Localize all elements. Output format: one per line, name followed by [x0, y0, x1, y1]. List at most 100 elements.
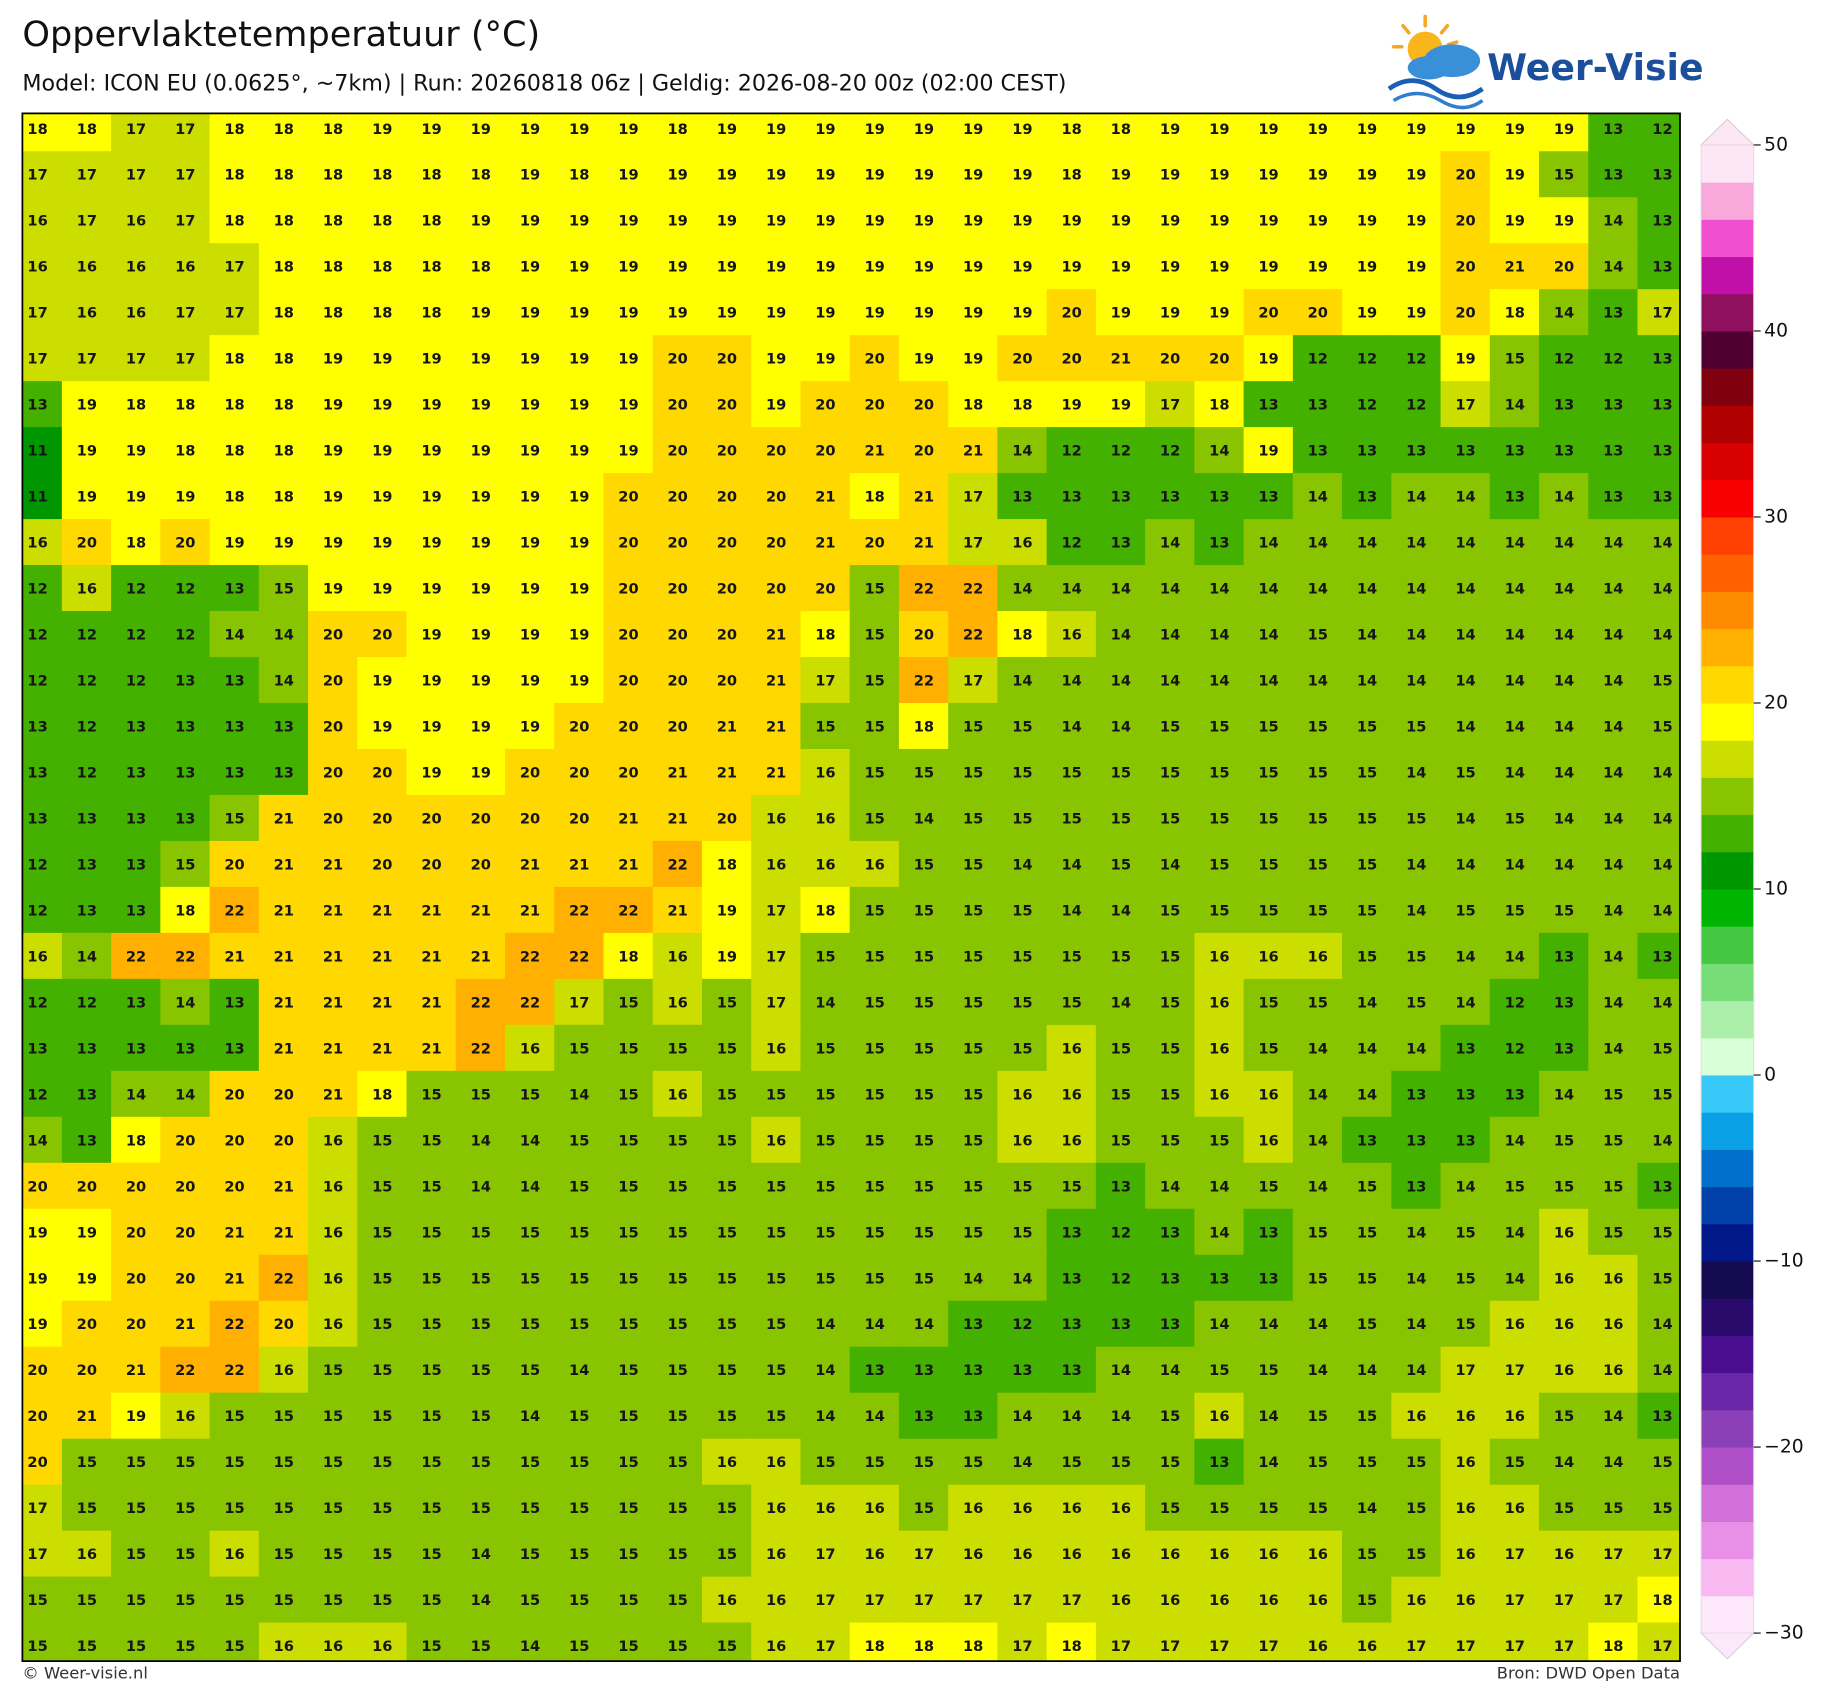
temperature-label: 20 [1455, 167, 1475, 184]
temperature-cell [751, 197, 802, 244]
temperature-label: 15 [1111, 810, 1131, 827]
temperature-label: 14 [1357, 1500, 1377, 1517]
temperature-label: 13 [1603, 167, 1623, 184]
temperature-label: 15 [618, 1500, 638, 1517]
temperature-cell [1440, 427, 1491, 474]
temperature-label: 19 [471, 351, 491, 368]
temperature-label: 14 [914, 810, 934, 827]
temperature-label: 13 [1160, 489, 1180, 506]
temperature-cell [1539, 113, 1589, 152]
temperature-label: 15 [1160, 1132, 1180, 1149]
colorbar-band [1701, 628, 1754, 667]
temperature-cell [603, 473, 654, 520]
temperature-label: 17 [815, 1546, 835, 1563]
temperature-cell [701, 473, 752, 520]
temperature-label: 20 [1455, 213, 1475, 230]
temperature-label: 15 [1258, 1362, 1278, 1379]
temperature-label: 21 [224, 1270, 244, 1287]
temperature-label: 15 [668, 1362, 688, 1379]
temperature-label: 15 [421, 1178, 441, 1195]
temperature-label: 20 [224, 1086, 244, 1103]
temperature-label: 14 [1012, 1270, 1032, 1287]
temperature-label: 21 [815, 489, 835, 506]
temperature-cell [357, 519, 408, 566]
temperature-label: 21 [274, 810, 294, 827]
temperature-cell [1194, 611, 1245, 658]
temperature-cell [1342, 381, 1393, 428]
temperature-label: 15 [864, 1178, 884, 1195]
temperature-label: 16 [1406, 1408, 1426, 1425]
temperature-cell [505, 113, 555, 152]
temperature-label: 16 [274, 1638, 294, 1655]
temperature-label: 13 [1455, 1132, 1475, 1149]
colorbar-band [1701, 442, 1754, 481]
temperature-label: 17 [963, 489, 983, 506]
temperature-label: 19 [766, 351, 786, 368]
temperature-label: 21 [766, 627, 786, 644]
temperature-cell [898, 289, 949, 336]
temperature-label: 19 [864, 121, 884, 138]
temperature-label: 17 [1160, 1638, 1180, 1655]
temperature-label: 19 [471, 397, 491, 414]
temperature-label: 19 [569, 489, 589, 506]
temperature-cell [111, 113, 162, 152]
temperature-cell [1440, 197, 1491, 244]
temperature-cell [455, 243, 506, 290]
temperature-label: 15 [963, 1454, 983, 1471]
temperature-label: 22 [224, 902, 244, 919]
temperature-cell [1489, 197, 1540, 244]
temperature-cell [111, 381, 162, 428]
temperature-cell [1637, 473, 1681, 520]
temperature-label: 16 [1209, 948, 1229, 965]
temperature-label: 15 [421, 1592, 441, 1609]
temperature-label: 15 [766, 1408, 786, 1425]
temperature-label: 13 [224, 764, 244, 781]
temperature-label: 15 [717, 1270, 737, 1287]
temperature-label: 16 [1012, 1546, 1032, 1563]
temperature-label: 19 [1012, 121, 1032, 138]
temperature-cell [308, 197, 359, 244]
temperature-cell [505, 335, 555, 382]
colorbar-band [1701, 1372, 1754, 1411]
temperature-cell [1489, 113, 1540, 152]
temperature-label: 21 [323, 994, 343, 1011]
temperature-label: 15 [175, 1500, 195, 1517]
temperature-label: 17 [27, 1546, 47, 1563]
colorbar-band [1701, 1261, 1754, 1299]
temperature-label: 21 [126, 1362, 146, 1379]
temperature-cell [751, 289, 802, 336]
temperature-label: 18 [421, 259, 441, 276]
temperature-label: 22 [914, 673, 934, 690]
temperature-cell [554, 427, 605, 474]
temperature-label: 18 [421, 213, 441, 230]
temperature-label: 13 [77, 856, 97, 873]
temperature-label: 14 [471, 1546, 491, 1563]
temperature-cell [1292, 473, 1343, 520]
temperature-cell [948, 473, 999, 520]
temperature-label: 19 [520, 351, 540, 368]
temperature-label: 13 [1258, 1224, 1278, 1241]
temperature-cell [1440, 381, 1491, 428]
temperature-label: 14 [1357, 1086, 1377, 1103]
temperature-label: 21 [372, 1040, 392, 1057]
temperature-label: 15 [914, 856, 934, 873]
temperature-label: 15 [1160, 1500, 1180, 1517]
temperature-cell [1194, 473, 1245, 520]
temperature-label: 17 [126, 351, 146, 368]
temperature-label: 15 [963, 1040, 983, 1057]
temperature-cell [603, 151, 654, 198]
temperature-label: 15 [1209, 1132, 1229, 1149]
temperature-cell [160, 519, 211, 566]
temperature-label: 16 [1258, 948, 1278, 965]
colorbar-band [1701, 144, 1754, 183]
temperature-label: 14 [1258, 627, 1278, 644]
temperature-label: 15 [717, 1132, 737, 1149]
colorbar-band [1701, 851, 1754, 890]
temperature-label: 19 [1258, 259, 1278, 276]
temperature-label: 15 [864, 1270, 884, 1287]
temperature-label: 20 [618, 764, 638, 781]
temperature-label: 19 [77, 397, 97, 414]
temperature-cell [1095, 427, 1146, 474]
temperature-label: 20 [766, 535, 786, 552]
temperature-label: 15 [618, 1178, 638, 1195]
